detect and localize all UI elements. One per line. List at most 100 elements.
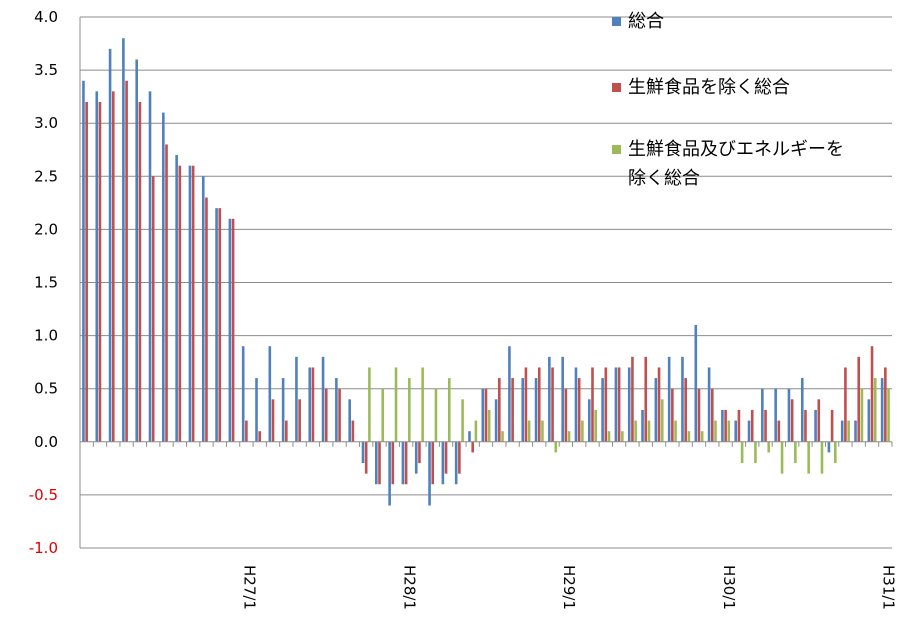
- bar-0-12: [241, 346, 245, 442]
- bar-0-44: [667, 356, 671, 442]
- bar-1-38: [591, 367, 594, 442]
- bar-2-24: [408, 378, 411, 442]
- bar-0-11: [228, 218, 232, 442]
- bar-0-6: [162, 112, 165, 442]
- bar-1-53: [790, 399, 794, 442]
- bar-1-12: [245, 420, 248, 442]
- bar-2-47: [714, 420, 717, 442]
- bar-0-4: [135, 59, 139, 442]
- bar-0-2: [108, 48, 112, 442]
- y-tick-label: -0.5: [29, 486, 58, 504]
- y-tick-label: 2.5: [34, 167, 58, 185]
- bar-0-52: [774, 388, 777, 442]
- bar-1-21: [364, 441, 368, 474]
- legend-swatch: [612, 83, 621, 92]
- bar-1-27: [444, 441, 448, 474]
- bar-0-39: [601, 378, 604, 442]
- y-tick-label: 0.5: [34, 380, 58, 398]
- bar-0-7: [175, 155, 178, 442]
- bar-0-58: [854, 420, 857, 442]
- bar-0-43: [654, 378, 658, 442]
- legend-swatch: [612, 145, 621, 154]
- bar-0-57: [840, 420, 844, 442]
- axes: [79, 17, 893, 548]
- bar-1-28: [458, 441, 461, 474]
- bar-1-34: [537, 367, 541, 442]
- bar-2-23: [394, 367, 398, 442]
- bar-0-26: [428, 441, 431, 506]
- bar-0-41: [627, 367, 631, 442]
- x-tick-label: H31/1: [880, 565, 898, 610]
- bar-2-52: [780, 441, 784, 474]
- bar-1-39: [604, 367, 608, 442]
- bar-1-57: [844, 367, 847, 442]
- bar-1-48: [724, 409, 727, 442]
- x-tick-label: H28/1: [400, 565, 418, 610]
- bar-1-56: [830, 409, 834, 442]
- bar-2-44: [674, 420, 677, 442]
- bar-2-54: [807, 441, 810, 474]
- x-axis-ticks: H27/1 H28/1 H29/1 H30/1 H31/1: [241, 565, 898, 610]
- bar-1-50: [750, 409, 754, 442]
- bar-1-46: [697, 388, 701, 442]
- bar-0-45: [681, 356, 684, 442]
- bar-0-1: [95, 91, 99, 442]
- bar-1-6: [165, 144, 168, 442]
- bar-2-31: [501, 431, 504, 442]
- bar-1-13: [258, 431, 262, 442]
- bar-1-16: [298, 399, 301, 442]
- bar-2-40: [621, 431, 624, 442]
- bar-1-40: [617, 367, 621, 442]
- bar-2-39: [607, 431, 611, 442]
- y-tick-label: 1.5: [34, 274, 58, 292]
- bar-0-29: [468, 431, 471, 442]
- y-tick-label: 3.5: [34, 61, 58, 79]
- bar-1-55: [817, 399, 821, 442]
- bar-2-50: [754, 441, 757, 464]
- bar-0-56: [827, 441, 831, 453]
- bar-1-1: [98, 101, 102, 442]
- bar-1-30: [484, 388, 488, 442]
- bar-1-18: [324, 388, 328, 442]
- bar-1-25: [418, 441, 421, 464]
- bar-0-33: [521, 378, 525, 442]
- bar-1-52: [777, 420, 781, 442]
- x-tick-label: H30/1: [720, 565, 738, 610]
- bar-0-16: [295, 356, 298, 442]
- y-axis-ticks: 4.0 3.5 3.0 2.5 2.0 1.5 1.0 0.5 0.0 -0.5 -1.0: [29, 8, 58, 557]
- bar-1-26: [431, 441, 435, 485]
- y-tick-label: 0.0: [34, 433, 58, 451]
- bar-1-22: [378, 441, 381, 485]
- bar-2-55: [820, 441, 824, 474]
- bar-0-51: [761, 388, 764, 442]
- bar-0-53: [787, 388, 791, 442]
- bar-2-48: [727, 420, 731, 442]
- bar-1-0: [85, 101, 88, 442]
- bar-2-37: [581, 420, 584, 442]
- bar-1-29: [471, 441, 474, 453]
- bar-0-15: [281, 378, 285, 442]
- bar-1-44: [671, 388, 674, 442]
- bar-0-54: [800, 378, 804, 442]
- bar-2-38: [594, 409, 597, 442]
- bar-0-37: [574, 367, 578, 442]
- bar-2-30: [487, 409, 491, 442]
- bar-0-18: [321, 356, 325, 442]
- bar-1-31: [498, 378, 501, 442]
- bar-2-51: [767, 441, 771, 453]
- bar-0-22: [375, 441, 378, 485]
- x-tick-label: H29/1: [560, 565, 578, 610]
- bar-2-60: [887, 388, 890, 442]
- bar-0-14: [268, 346, 272, 442]
- bar-0-48: [721, 409, 724, 442]
- y-tick-label: 2.0: [34, 220, 58, 238]
- bar-2-26: [434, 388, 438, 442]
- bar-1-10: [218, 208, 222, 442]
- bar-0-46: [694, 324, 698, 442]
- bar-0-60: [880, 378, 884, 442]
- bar-0-19: [335, 378, 338, 442]
- bars: [82, 38, 890, 506]
- bar-1-3: [125, 80, 128, 442]
- bar-0-49: [734, 420, 738, 442]
